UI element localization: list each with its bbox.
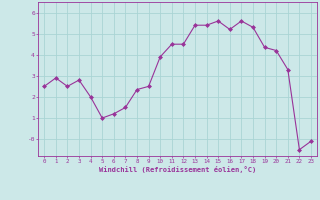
- X-axis label: Windchill (Refroidissement éolien,°C): Windchill (Refroidissement éolien,°C): [99, 166, 256, 173]
